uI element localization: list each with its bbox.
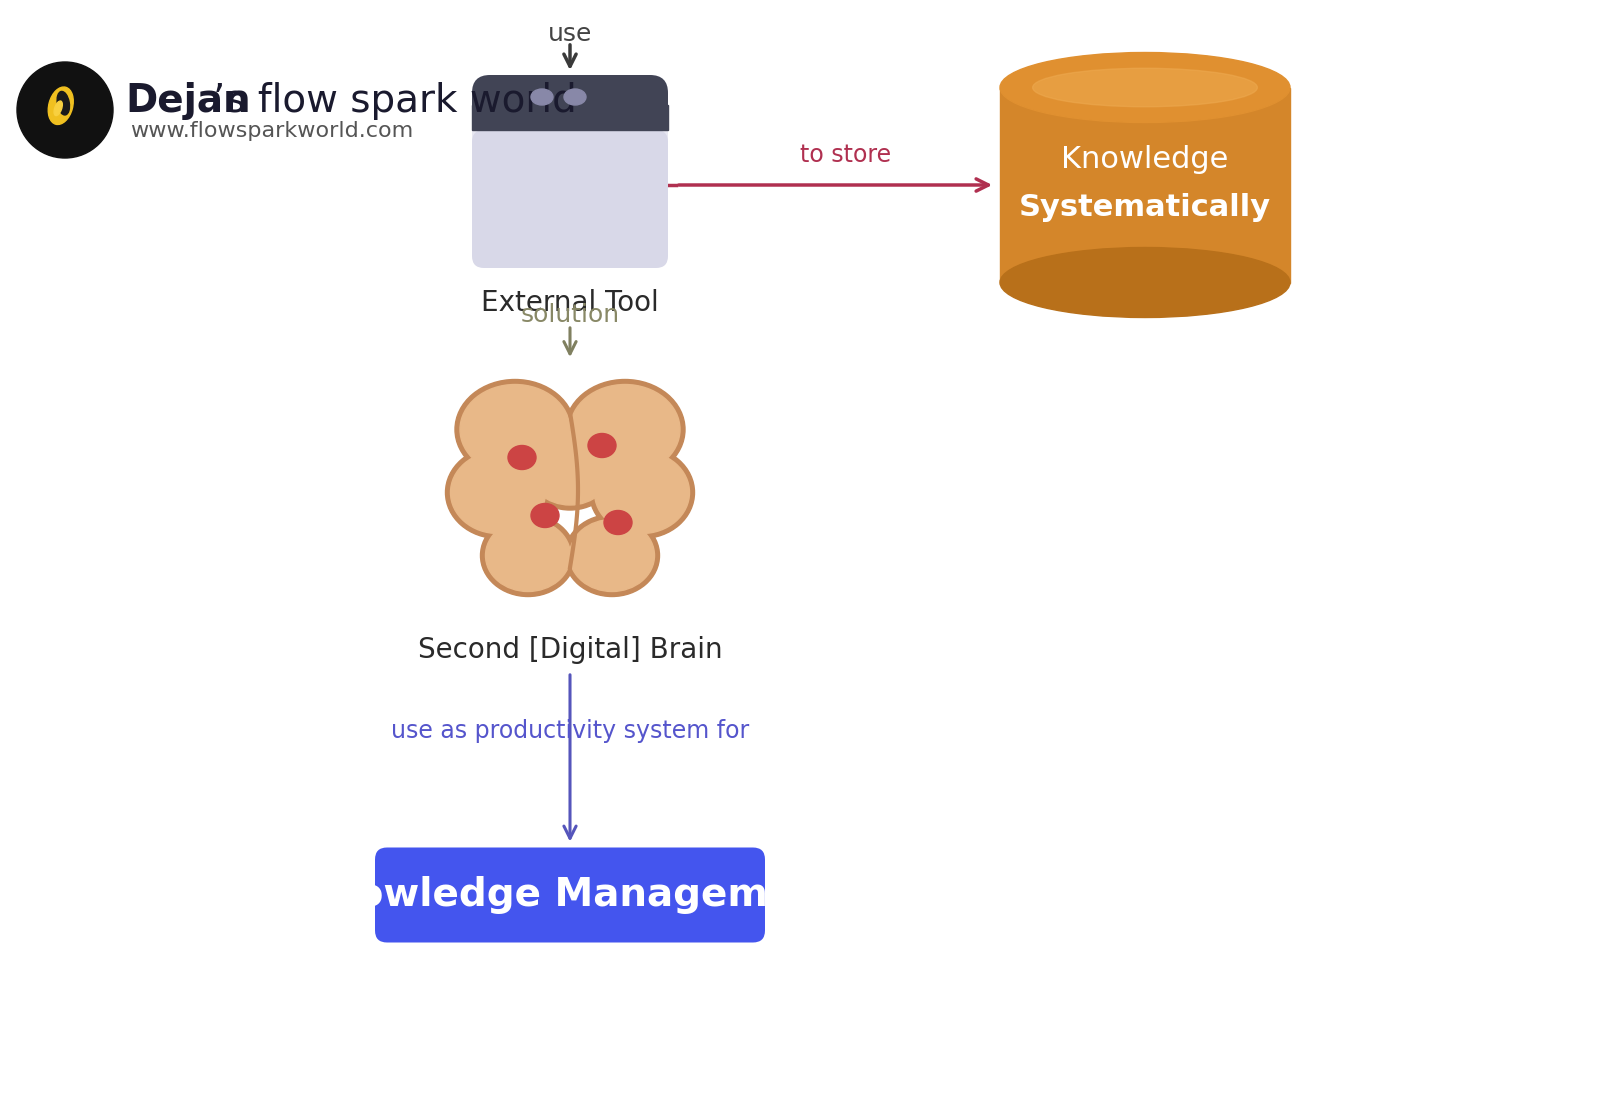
- Ellipse shape: [570, 385, 680, 475]
- Bar: [1000, 88, 1290, 282]
- Circle shape: [18, 62, 114, 158]
- Text: use as productivity system for: use as productivity system for: [390, 719, 749, 743]
- FancyBboxPatch shape: [374, 847, 765, 943]
- Ellipse shape: [565, 379, 685, 479]
- Ellipse shape: [451, 452, 546, 533]
- Ellipse shape: [589, 433, 616, 457]
- Ellipse shape: [1000, 53, 1290, 122]
- Ellipse shape: [523, 425, 618, 510]
- Ellipse shape: [605, 511, 632, 534]
- Text: Dejan: Dejan: [125, 82, 251, 120]
- Text: Second [Digital] Brain: Second [Digital] Brain: [418, 636, 722, 664]
- Ellipse shape: [531, 503, 558, 528]
- Ellipse shape: [595, 452, 690, 533]
- FancyBboxPatch shape: [472, 130, 669, 268]
- Ellipse shape: [563, 89, 586, 106]
- Ellipse shape: [58, 91, 69, 115]
- Text: use: use: [547, 22, 592, 46]
- Ellipse shape: [54, 101, 62, 115]
- Ellipse shape: [531, 89, 554, 106]
- Text: to store: to store: [800, 143, 891, 167]
- Text: Knowledge Management: Knowledge Management: [299, 876, 840, 914]
- Text: ’s flow spark world: ’s flow spark world: [213, 82, 576, 120]
- Bar: [472, 106, 669, 130]
- Ellipse shape: [1000, 247, 1290, 318]
- Text: solution: solution: [520, 302, 619, 326]
- FancyBboxPatch shape: [472, 75, 669, 130]
- Ellipse shape: [445, 446, 550, 539]
- Text: www.flowsparkworld.com: www.flowsparkworld.com: [130, 121, 413, 141]
- Text: External Tool: External Tool: [482, 289, 659, 317]
- Ellipse shape: [454, 379, 574, 479]
- Ellipse shape: [565, 514, 659, 597]
- Ellipse shape: [589, 446, 694, 539]
- Ellipse shape: [570, 520, 654, 591]
- Text: Knowledge: Knowledge: [1061, 145, 1229, 175]
- Ellipse shape: [485, 520, 571, 591]
- Ellipse shape: [461, 385, 570, 475]
- Ellipse shape: [1032, 68, 1258, 107]
- Ellipse shape: [528, 430, 613, 506]
- Ellipse shape: [48, 87, 74, 124]
- Text: Systematically: Systematically: [1019, 192, 1270, 222]
- Ellipse shape: [480, 514, 576, 597]
- FancyBboxPatch shape: [472, 75, 669, 268]
- Ellipse shape: [509, 445, 536, 469]
